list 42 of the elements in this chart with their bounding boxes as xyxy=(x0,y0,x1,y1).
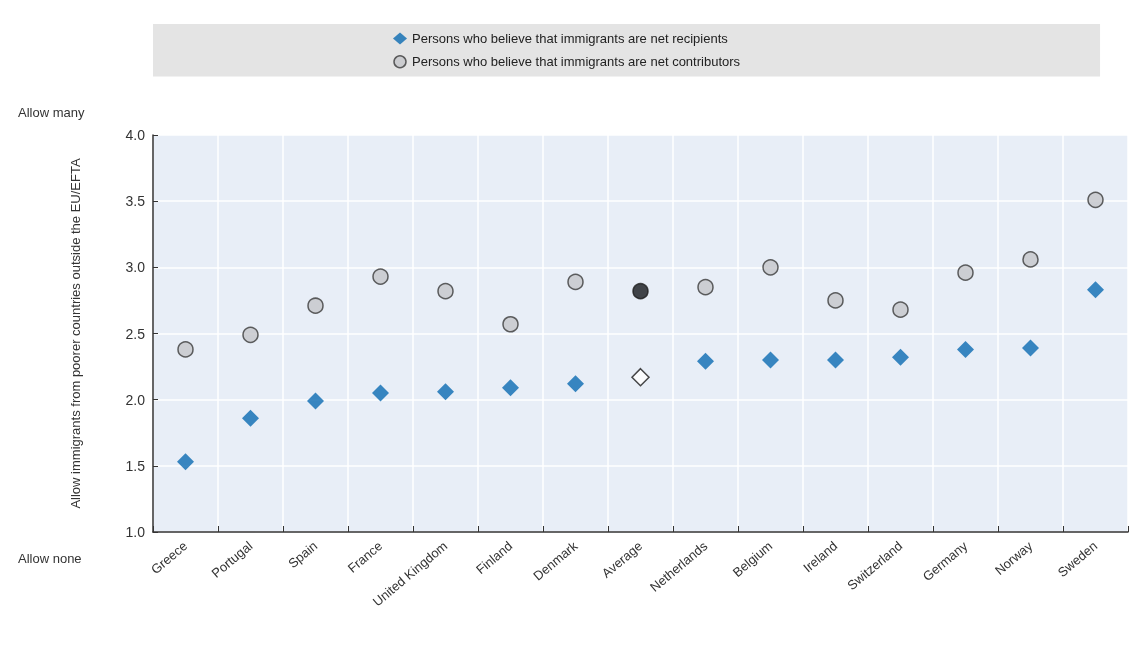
point xyxy=(697,278,714,296)
point xyxy=(631,367,650,387)
y-tick-label: 1.0 xyxy=(125,524,146,540)
legend-label: Persons who believe that immigrants are net contributors xyxy=(412,54,741,70)
y-axis-title: Allow immigrants from poorer countries outside the EU/EFTA xyxy=(67,158,83,509)
point xyxy=(567,273,584,291)
point xyxy=(242,326,259,344)
point xyxy=(632,282,649,300)
legend-label: Persons who believe that immigrants are net recipients xyxy=(412,31,729,46)
point xyxy=(892,348,909,366)
point xyxy=(1087,281,1104,299)
y-tick-label: 4.0 xyxy=(125,127,146,143)
point xyxy=(892,301,909,318)
point xyxy=(437,282,454,300)
point xyxy=(372,268,389,285)
point xyxy=(1087,191,1104,209)
y-tick-label: 2.0 xyxy=(125,391,146,408)
point xyxy=(502,315,519,333)
text: Allow many xyxy=(18,105,85,120)
point xyxy=(762,351,779,369)
point xyxy=(307,392,324,410)
point xyxy=(177,341,194,358)
point xyxy=(1022,251,1039,268)
y-tick-label: 2.5 xyxy=(125,325,146,342)
point xyxy=(502,379,519,397)
point xyxy=(437,383,454,401)
text: Allow none xyxy=(18,551,82,566)
point xyxy=(957,340,974,358)
y-tick-label: 1.5 xyxy=(125,457,146,474)
y-tick-label: 3.5 xyxy=(125,193,146,210)
point xyxy=(827,351,844,369)
point xyxy=(372,384,389,402)
point xyxy=(177,453,194,471)
point xyxy=(1022,339,1039,357)
point xyxy=(307,297,324,314)
point xyxy=(567,375,584,393)
point xyxy=(827,292,844,309)
point xyxy=(957,264,974,281)
point xyxy=(242,409,259,427)
point xyxy=(762,259,779,276)
y-tick-label: 3.0 xyxy=(125,259,146,276)
point xyxy=(697,352,714,370)
